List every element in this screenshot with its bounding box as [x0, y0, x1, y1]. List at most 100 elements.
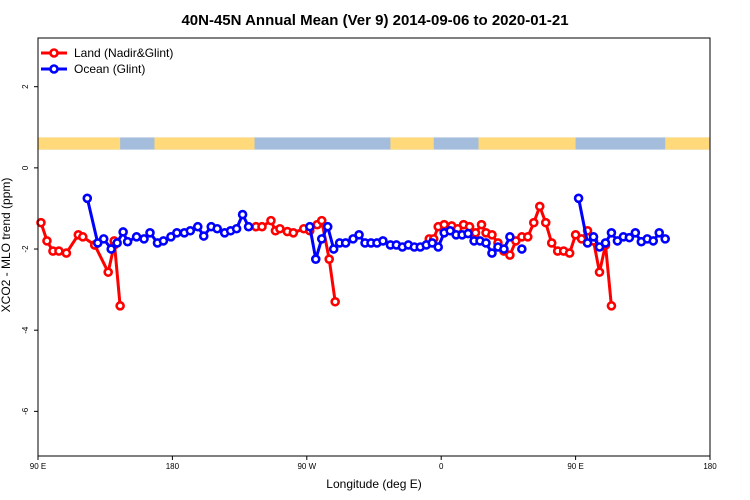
series-line — [39, 222, 116, 274]
data-point — [470, 227, 481, 238]
x-tick-label: 180 — [166, 462, 180, 471]
legend: Land (Nadir&Glint) Ocean (Glint) — [41, 46, 173, 76]
data-point — [378, 236, 388, 246]
data-point — [546, 238, 557, 248]
mask-land — [154, 137, 255, 150]
data-point — [630, 227, 641, 238]
mask-land — [390, 137, 434, 150]
legend-label: Ocean (Glint) — [74, 62, 145, 76]
data-point — [534, 201, 545, 212]
data-point — [505, 250, 515, 260]
data-point — [106, 244, 116, 254]
data-point — [198, 231, 209, 241]
data-point — [266, 215, 276, 226]
mask-land — [38, 137, 121, 150]
data-point — [139, 234, 149, 244]
land-ocean-mask-band — [38, 137, 710, 150]
data-point — [594, 267, 605, 277]
x-axis-label: Longitude (deg E) — [326, 477, 421, 491]
data-point — [340, 238, 351, 248]
data-point — [564, 248, 575, 258]
y-axis-label: XCO2 - MLO trend (ppm) — [0, 178, 13, 313]
data-point — [54, 246, 64, 256]
plot-frame — [37, 37, 711, 457]
data-point — [98, 234, 109, 244]
data-point — [118, 227, 128, 237]
data-point — [588, 232, 599, 242]
data-point — [606, 301, 617, 311]
data-point — [476, 219, 487, 230]
series-line — [112, 240, 122, 306]
y-axis-ticks: 2 0 -2 -4 -6 — [21, 84, 38, 415]
data-point — [131, 232, 142, 242]
mask-ocean — [38, 137, 710, 150]
series-layer — [36, 193, 671, 311]
y-tick-label: 2 — [21, 84, 30, 89]
data-point — [237, 209, 248, 220]
data-point — [78, 232, 88, 242]
data-point — [103, 267, 113, 277]
data-point — [310, 254, 321, 264]
data-point — [499, 244, 509, 254]
y-tick-label: -6 — [21, 407, 30, 415]
y-tick-label: -2 — [21, 245, 30, 253]
data-point — [481, 238, 491, 248]
legend-label: Land (Nadir&Glint) — [74, 46, 173, 60]
data-point — [624, 232, 635, 243]
data-point — [523, 232, 533, 242]
data-point — [42, 236, 52, 246]
data-point — [288, 227, 299, 238]
chart-title: 40N-45N Annual Mean (Ver 9) 2014-09-06 t… — [181, 12, 568, 29]
data-point — [505, 232, 515, 242]
series-1 — [82, 193, 671, 264]
series-line — [604, 244, 613, 306]
legend-marker — [49, 64, 59, 74]
data-point — [316, 234, 327, 244]
data-point — [487, 230, 497, 240]
data-point — [257, 221, 267, 232]
data-point — [573, 193, 584, 204]
data-point — [243, 221, 254, 232]
data-point — [304, 221, 315, 232]
data-point — [158, 236, 169, 246]
data-point — [82, 193, 93, 204]
data-point — [487, 248, 497, 258]
data-point — [517, 244, 527, 254]
data-point — [145, 227, 155, 238]
data-point — [330, 296, 340, 307]
x-tick-label: 90 E — [567, 462, 583, 471]
data-point — [212, 223, 222, 234]
data-point — [115, 301, 125, 311]
data-point — [328, 244, 339, 254]
data-point — [36, 217, 46, 228]
x-tick-label: 180 — [703, 462, 717, 471]
y-tick-label: 0 — [21, 165, 30, 170]
data-point — [606, 227, 617, 238]
data-point — [275, 223, 285, 234]
data-point — [322, 221, 333, 232]
legend-marker — [49, 48, 59, 58]
data-point — [316, 215, 327, 226]
data-point — [61, 248, 72, 258]
data-point — [582, 238, 593, 248]
data-point — [354, 230, 364, 240]
data-point — [540, 217, 551, 228]
series-0 — [36, 201, 617, 311]
x-axis-ticks: 90 E 180 90 W 0 90 E 180 — [30, 456, 717, 471]
data-point — [654, 227, 665, 238]
data-point — [122, 236, 133, 247]
x-tick-label: 0 — [439, 462, 444, 471]
data-point — [528, 217, 539, 228]
data-point — [433, 242, 444, 252]
data-point — [463, 228, 473, 239]
x-tick-label: 90 E — [30, 462, 46, 471]
data-point — [172, 227, 182, 238]
data-point — [648, 236, 659, 246]
data-point — [600, 238, 611, 248]
data-point — [324, 254, 335, 264]
data-point — [112, 238, 122, 248]
mask-land — [478, 137, 576, 150]
y-tick-label: -4 — [21, 326, 30, 334]
data-point — [439, 219, 449, 230]
